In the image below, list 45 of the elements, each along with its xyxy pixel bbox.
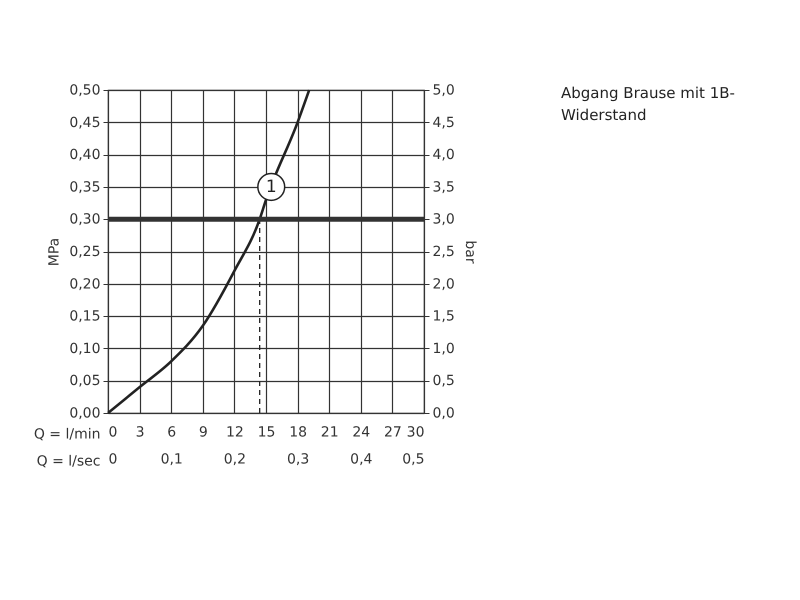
- y2-tick-label: 1,0: [432, 340, 455, 357]
- x2-tick-label: 0,5: [402, 452, 424, 468]
- x-tick-label: 30: [406, 424, 424, 440]
- y2-tick-label: 4,0: [432, 147, 455, 164]
- x-tick-label: 0: [108, 424, 118, 440]
- y2-tick-label: 2,5: [432, 244, 455, 260]
- y-tick-label: 0,20: [69, 276, 100, 292]
- x-tick-label: 12: [226, 424, 244, 440]
- x-tick-label: 27: [384, 424, 402, 440]
- y2-tick-label: 0,0: [432, 406, 455, 422]
- x2-tick-label: 0: [108, 452, 118, 468]
- y-tick-label: 0,40: [69, 147, 100, 164]
- x2-tick-label: 0,3: [286, 452, 310, 468]
- x-tick-label: 18: [289, 424, 308, 440]
- y-tick-label: 0,05: [69, 373, 100, 390]
- x2-axis-title: Q = l/sec: [36, 454, 100, 470]
- x-tick-label: 9: [198, 424, 208, 440]
- y2-tick-label: 1,5: [432, 308, 455, 325]
- y2-tick-label: 3,5: [432, 179, 455, 196]
- text: Abgang Brause mit 1B-Widerstand: [561, 84, 735, 124]
- y-tick-label: 0,30: [69, 212, 100, 228]
- y2-tick-label: 3,0: [432, 212, 455, 228]
- y-tick-label: 0,00: [69, 406, 100, 422]
- x2-tick-label: 0,4: [350, 452, 373, 468]
- annotation: 1: [266, 176, 277, 197]
- y-tick-label: 0,25: [69, 244, 100, 260]
- y2-tick-label: 2,0: [432, 276, 455, 292]
- y-tick-label: 0,15: [69, 308, 100, 325]
- x-axis-title: Q = l/min: [34, 426, 100, 442]
- y-tick-label: 0,45: [69, 114, 100, 131]
- x-tick-label: 24: [352, 424, 370, 440]
- x-tick-label: 6: [167, 424, 176, 440]
- y2-tick-label: 4,5: [432, 114, 455, 131]
- x-tick-label: 21: [320, 424, 339, 440]
- y-tick-label: 0,35: [69, 179, 100, 196]
- y-axis-title: MPa: [46, 238, 62, 266]
- y2-tick-label: 0,5: [432, 373, 455, 390]
- x2-tick-label: 0,1: [160, 452, 183, 468]
- x-tick-label: 3: [136, 424, 145, 440]
- y-tick-label: 0,10: [69, 340, 100, 357]
- y2-tick-label: 5,0: [432, 82, 455, 98]
- y2-axis-title: bar: [462, 240, 478, 264]
- x-tick-label: 15: [258, 424, 276, 440]
- y-tick-label: 0,50: [69, 82, 100, 98]
- x2-tick-label: 0,2: [224, 452, 246, 468]
